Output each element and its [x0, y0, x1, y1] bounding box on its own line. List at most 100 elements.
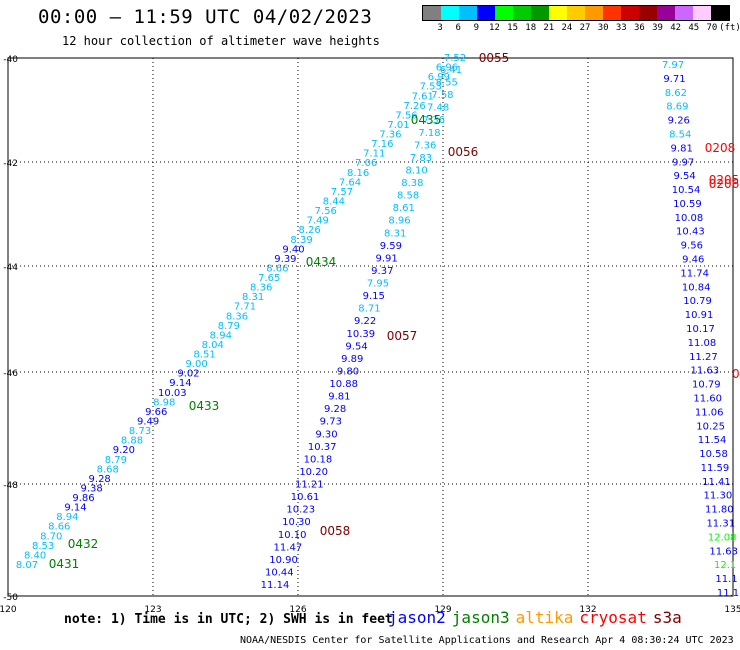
page-title: 00:00 – 11:59 UTC 04/02/2023 [38, 6, 373, 28]
track-a-value: 8.31 [242, 292, 264, 303]
track-c-value: 8.54 [669, 129, 691, 140]
lat-tick-label: -48 [3, 481, 18, 491]
legend-label: 24 [561, 23, 573, 33]
track-a-value: 8.44 [323, 196, 345, 207]
track-a-value: 8.94 [56, 512, 78, 523]
track-b-value: 10.39 [347, 329, 376, 340]
track-c-value: 11.74 [680, 268, 709, 279]
legend-label: 18 [525, 23, 537, 33]
lat-tick-label: -40 [3, 55, 18, 65]
lon-tick-label: 126 [289, 605, 306, 615]
track-a-value: 9.02 [177, 369, 199, 380]
lat-tick-label: -50 [3, 593, 18, 603]
track-c-value: 12.1 [714, 560, 736, 571]
legend-swatch [693, 6, 711, 20]
track-a-value: 7.56 [395, 110, 417, 121]
legend-swatch [423, 6, 441, 20]
legend-label: 27 [579, 23, 591, 33]
track-b-value: 8.61 [393, 203, 415, 214]
track-a-value: 7.06 [355, 158, 377, 169]
pass-time-label: 0055 [479, 51, 510, 65]
track-b-value: 10.10 [278, 530, 307, 541]
track-b-value: 9.22 [354, 316, 376, 327]
track-b-value: 10.18 [304, 454, 333, 465]
track-b-value: 10.61 [291, 492, 320, 503]
legend-swatch [477, 6, 495, 20]
track-c-value: 11.41 [702, 477, 731, 488]
track-c-value: 10.79 [692, 380, 721, 391]
track-c-value: 11.08 [688, 338, 717, 349]
track-a-value: 9.66 [145, 407, 167, 418]
pass-time-label: 0433 [189, 399, 220, 413]
track-c-value: 11.54 [698, 435, 727, 446]
track-b-value: 10.44 [265, 567, 294, 578]
satellite-name: altika [515, 608, 574, 627]
track-b-value: 9.91 [375, 253, 397, 264]
track-a-value: 8.73 [129, 426, 151, 437]
track-a-value: 8.68 [97, 464, 119, 475]
track-b-value: 10.37 [308, 442, 337, 453]
track-b-value: 7.36 [423, 115, 445, 126]
legend-swatch [513, 6, 531, 20]
footer-note: note: 1) Time is in UTC; 2) SWH is in fe… [64, 612, 393, 627]
pass-time-label: 0432 [68, 537, 99, 551]
track-b-value: 7.58 [431, 90, 453, 101]
track-c-value: 9.46 [682, 255, 704, 266]
track-b-value: 8.96 [388, 216, 410, 227]
track-b-value: 9.81 [328, 392, 350, 403]
track-b-value: 10.23 [286, 505, 315, 516]
track-c-value: 11.1 [715, 574, 737, 585]
track-c-value: 11.59 [701, 463, 730, 474]
track-b-value: 6.41 [440, 65, 462, 76]
track-a-value: 8.88 [121, 436, 143, 447]
track-b-value: 9.54 [345, 341, 367, 352]
track-a-value: 7.64 [339, 177, 361, 188]
track-a-value: 7.16 [371, 139, 393, 150]
legend-label: 30 [597, 23, 609, 33]
pass-time-label: 0435 [411, 113, 442, 127]
track-a-value: 8.16 [347, 168, 369, 179]
track-b-value: 10.30 [282, 517, 311, 528]
track-c-value: 9.54 [673, 171, 695, 182]
track-c-value: 11.63 [691, 366, 720, 377]
track-a-value: 7.52 [444, 53, 466, 64]
satellite-name: s3a [652, 608, 682, 627]
track-b-value: 9.30 [315, 429, 337, 440]
track-c-value: 9.81 [671, 143, 693, 154]
map-frame [7, 57, 734, 597]
legend-swatch [459, 6, 477, 20]
track-a-value: 8.40 [24, 550, 46, 561]
track-c-value: 12.08 [708, 532, 737, 543]
track-c-value: 10.58 [699, 449, 728, 460]
track-c-value: 11.06 [695, 407, 724, 418]
track-b-value: 9.80 [337, 366, 359, 377]
track-c-value: 10.17 [686, 324, 715, 335]
pass-time-label: 0056 [448, 145, 479, 159]
track-b-value: 8.10 [406, 165, 428, 176]
track-b-value: 10.20 [299, 467, 328, 478]
satellite-name: jason3 [451, 608, 510, 627]
track-b-value: 11.21 [295, 480, 324, 491]
pass-time-label: 0058 [320, 524, 351, 538]
legend-swatch [711, 6, 729, 20]
track-b-value: 9.59 [380, 241, 402, 252]
track-a-value: 7.36 [379, 130, 401, 141]
track-a-value: 9.14 [169, 378, 191, 389]
lon-tick-label: 132 [579, 605, 596, 615]
track-b-value: 9.37 [371, 266, 393, 277]
track-c-value: 10.91 [685, 310, 714, 321]
lat-tick-label: -42 [3, 159, 18, 169]
lat-tick-label: -46 [3, 369, 18, 379]
legend-swatch [639, 6, 657, 20]
legend-label: 12 [489, 23, 500, 33]
page-subtitle: 12 hour collection of altimeter wave hei… [62, 34, 380, 48]
track-b-value: 8.71 [358, 304, 380, 315]
track-c-value: 9.26 [668, 116, 690, 127]
track-a-value: 9.49 [137, 417, 159, 428]
track-a-value: 7.57 [331, 187, 353, 198]
track-a-value: 8.94 [210, 330, 232, 341]
track-a-value: 7.01 [387, 120, 409, 131]
legend-swatch [603, 6, 621, 20]
track-b-value: 11.14 [261, 580, 290, 591]
legend-swatch [531, 6, 549, 20]
